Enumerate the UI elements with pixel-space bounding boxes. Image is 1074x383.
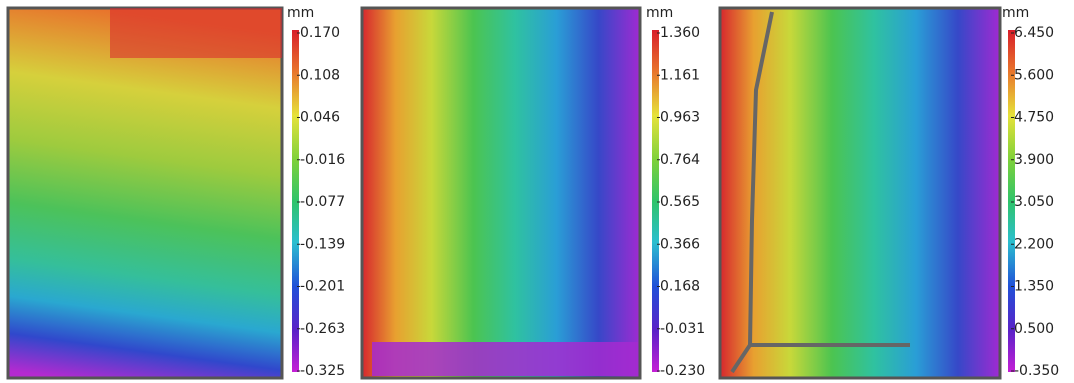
colorbar-label: 0.963 [660,110,700,126]
contour-map [360,6,642,380]
contour-map [6,6,284,380]
colorbar-label: -0.139 [300,236,345,252]
colorbar-label: -0.016 [300,152,345,168]
unit-label: mm [287,5,314,21]
crack [730,11,910,374]
colorbar-label: 0.170 [300,25,340,41]
contour-map [718,6,1002,380]
colorbar-label: 0.500 [1014,321,1054,337]
colorbar-label: -0.230 [660,363,705,379]
panel: mm [360,5,673,380]
panel: mm [6,5,314,380]
colorbar [1008,30,1015,372]
contour-region [110,8,282,58]
colorbar-label: 4.750 [1014,110,1054,126]
unit-label: mm [646,5,673,21]
colorbar [292,30,299,372]
colorbar-label: -0.077 [300,194,345,210]
colorbar-label: -0.263 [300,321,345,337]
panel: mm [718,5,1029,380]
colorbar-label: 5.600 [1014,67,1054,83]
colorbar-label: 0.046 [300,110,340,126]
colorbar-label: 0.108 [300,67,340,83]
colorbar-label: 1.360 [660,25,700,41]
colorbar-label: 3.050 [1014,194,1054,210]
colorbar-label: 6.450 [1014,25,1054,41]
colorbar-label: -0.031 [660,321,705,337]
colorbar-label: 0.366 [660,236,700,252]
colorbar-label: 0.565 [660,194,700,210]
colorbar-label: 1.161 [660,67,700,83]
colorbar-label: -0.350 [1014,363,1059,379]
contour-region [372,342,638,376]
colorbar-label: 2.200 [1014,236,1054,252]
colorbar-label: -0.201 [300,279,345,295]
colorbar-label: -0.325 [300,363,345,379]
colorbar-label: 1.350 [1014,279,1054,295]
unit-label: mm [1002,5,1029,21]
colorbar [652,30,659,372]
colorbar-label: 0.764 [660,152,700,168]
colorbar-label: 3.900 [1014,152,1054,168]
colorbar-label: 0.168 [660,279,700,295]
